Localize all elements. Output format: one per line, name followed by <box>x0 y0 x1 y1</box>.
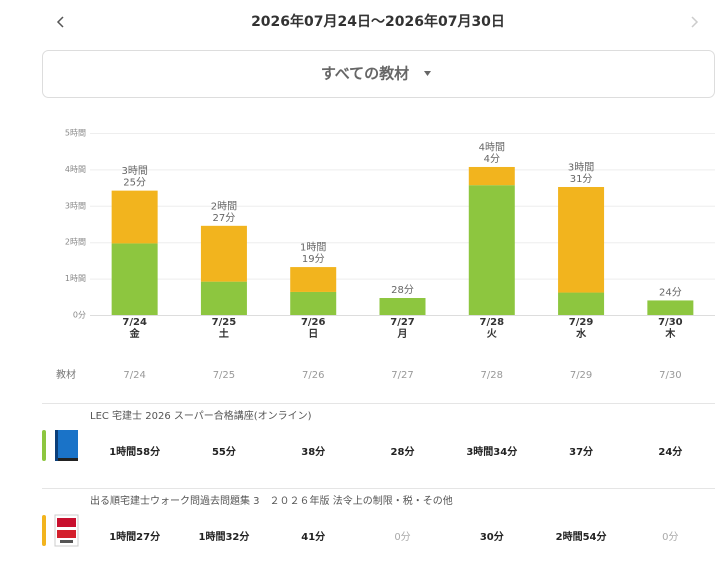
time-cell: 0分 <box>662 531 678 543</box>
material-name: LEC 宅建士 2026 スーパー合格講座(オンライン) <box>90 409 312 422</box>
y-tick-label: 1時間 <box>65 274 86 283</box>
bar-segment <box>468 185 515 315</box>
table-date: 7/28 <box>481 370 503 381</box>
y-tick-label: 3時間 <box>65 201 86 210</box>
material-name: 出る順宅建士ウォーク問過去問題集 3 ２０２６年版 法令上の制限・税・その他 <box>90 494 453 507</box>
bar-segment <box>379 298 426 315</box>
material-color <box>42 430 46 461</box>
book-icon <box>55 430 78 461</box>
weekday-label: 水 <box>575 327 587 340</box>
total-label-line: 27分 <box>213 212 236 224</box>
time-cell: 55分 <box>212 445 236 458</box>
x-tick-label: 7/27 <box>390 317 415 328</box>
total-label-line: 19分 <box>302 253 325 265</box>
total-label-line: 28分 <box>391 284 414 296</box>
weekday-label: 月 <box>397 328 408 340</box>
x-tick-label: 7/28 <box>480 317 505 328</box>
total-label-line: 31分 <box>570 173 593 185</box>
weekday-label: 金 <box>129 327 141 340</box>
total-label-line: 4時間 <box>479 141 505 153</box>
date-range: 2026年07月24日〜2026年07月30日 <box>251 13 505 30</box>
table-date: 7/25 <box>213 370 235 381</box>
prev-week[interactable] <box>56 16 64 28</box>
table-header: 教材 <box>56 368 76 381</box>
x-tick-label: 7/26 <box>301 317 326 328</box>
total-label-line: 3時間 <box>121 165 147 177</box>
time-cell: 0分 <box>394 531 410 543</box>
total-label-line: 3時間 <box>568 161 594 173</box>
bar-segment <box>468 166 515 186</box>
x-tick-label: 7/29 <box>569 317 594 328</box>
total-label-line: 24分 <box>659 286 682 298</box>
bar-segment <box>200 281 247 315</box>
time-cell: 38分 <box>301 445 325 458</box>
time-cell: 30分 <box>480 530 504 543</box>
material-color <box>42 515 46 546</box>
time-cell: 24分 <box>658 445 682 458</box>
y-tick-label: 0分 <box>73 311 86 320</box>
book-icon <box>54 514 79 547</box>
weekday-label: 木 <box>664 327 676 340</box>
weekday-label: 日 <box>308 328 318 340</box>
total-label: 3時間 25分 <box>121 165 147 189</box>
total-label-line: 1時間 <box>300 242 326 254</box>
total-label: 2時間 27分 <box>211 200 237 224</box>
time-cell: 28分 <box>391 445 415 458</box>
x-tick-label: 7/30 <box>658 317 683 328</box>
total-label-line: 2時間 <box>211 200 237 212</box>
time-cell: 3時間34分 <box>466 445 517 458</box>
total-label: 28分 <box>391 284 414 296</box>
x-tick-label: 7/25 <box>212 317 237 328</box>
weekday-label: 火 <box>487 328 498 340</box>
table-date: 7/26 <box>302 370 324 381</box>
time-cell: 1時間32分 <box>198 530 249 543</box>
time-cell: 37分 <box>569 445 593 458</box>
bar-segment <box>558 292 605 315</box>
bar-segment <box>111 190 158 244</box>
next-week[interactable] <box>691 16 699 28</box>
time-cell: 1時間58分 <box>109 445 160 458</box>
bar-segment <box>290 291 337 315</box>
table-date: 7/24 <box>123 370 145 381</box>
table-date: 7/27 <box>391 370 413 381</box>
bar-segment <box>290 267 337 292</box>
y-tick-label: 4時間 <box>65 165 86 174</box>
table-date: 7/30 <box>659 370 681 381</box>
weekday-label: 土 <box>219 327 229 340</box>
total-label: 24分 <box>659 286 682 298</box>
time-cell: 41分 <box>301 530 325 543</box>
table-date: 7/29 <box>570 370 592 381</box>
x-tick-label: 7/24 <box>122 317 147 328</box>
total-label: 1時間 19分 <box>300 242 326 266</box>
bar-segment <box>200 225 247 282</box>
total-label-line: 25分 <box>123 177 146 189</box>
y-tick-label: 5時間 <box>65 129 86 138</box>
dropdown-arrow <box>424 71 431 76</box>
time-cell: 1時間27分 <box>109 530 160 543</box>
total-label-line: 4分 <box>484 153 500 165</box>
y-tick-label: 2時間 <box>65 238 86 247</box>
bar-segment <box>647 300 694 315</box>
bar-segment <box>558 186 605 293</box>
total-label: 3時間 31分 <box>568 161 594 185</box>
filter-dropdown[interactable] <box>42 50 715 98</box>
time-cell: 2時間54分 <box>556 530 607 543</box>
total-label: 4時間 4分 <box>479 141 505 165</box>
filter-label: すべての教材 <box>321 65 409 83</box>
bar-segment <box>111 243 158 315</box>
